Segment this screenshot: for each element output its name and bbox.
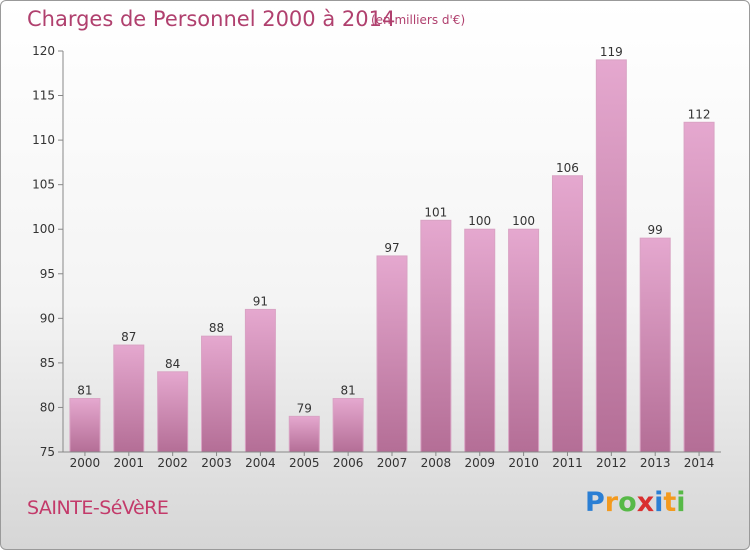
data-label-2001: 87	[121, 330, 136, 344]
x-tick-label-2009: 2009	[464, 456, 495, 470]
logo-letter: i	[676, 487, 686, 518]
x-tick-label-2006: 2006	[333, 456, 364, 470]
data-label-2007: 97	[384, 241, 399, 255]
city-name: SAINTE-SéVèRE	[27, 497, 169, 519]
x-tick-label-2005: 2005	[289, 456, 320, 470]
bar-2007	[376, 255, 408, 453]
y-tick-label: 80	[40, 400, 55, 414]
bars-group	[69, 59, 715, 453]
data-label-2011: 106	[556, 161, 579, 175]
y-tick-label: 115	[32, 89, 55, 103]
y-tick-label: 105	[32, 178, 55, 192]
y-tick-label: 95	[40, 267, 55, 281]
x-tick-label-2004: 2004	[245, 456, 276, 470]
data-label-2013: 99	[648, 223, 663, 237]
bar-2002	[157, 371, 189, 453]
y-ticks-group: 75 80 85 90 95 100 105 110 115 120	[32, 44, 63, 459]
logo-letter: t	[663, 487, 677, 518]
chart-title: Charges de Personnel 2000 à 2014	[27, 7, 396, 31]
logo-letter: P	[585, 487, 605, 518]
x-tick-label-2014: 2014	[684, 456, 715, 470]
data-label-2000: 81	[77, 384, 92, 398]
data-label-2012: 119	[600, 45, 623, 59]
data-labels-group: 81 87 84 88 91 79 81 97 101 100 100 106 119 99 112	[77, 45, 710, 415]
x-ticks-group: 2000 2001 2002 2003 2004 2005 2006 2007 2008 2009…	[70, 452, 715, 470]
bar-2006	[332, 398, 364, 453]
chart-subtitle: (en milliers d'€)	[371, 13, 466, 27]
logo-letter: i	[654, 487, 664, 518]
data-label-2014: 112	[688, 107, 711, 121]
data-label-2003: 88	[209, 321, 224, 335]
x-tick-label-2007: 2007	[377, 456, 408, 470]
bar-2008	[420, 219, 452, 453]
y-tick-label: 75	[40, 445, 55, 459]
x-tick-label-2002: 2002	[157, 456, 188, 470]
x-tick-label-2013: 2013	[640, 456, 671, 470]
bar-2010	[508, 228, 540, 453]
bar-2012	[595, 59, 627, 453]
bar-2000	[69, 398, 101, 453]
data-label-2006: 81	[340, 384, 355, 398]
data-label-2004: 91	[253, 294, 268, 308]
data-label-2005: 79	[297, 401, 312, 415]
y-tick-label: 110	[32, 133, 55, 147]
x-tick-label-2001: 2001	[114, 456, 145, 470]
bar-2005	[288, 415, 320, 453]
bar-2013	[639, 237, 671, 453]
bar-2001	[113, 344, 145, 453]
x-tick-label-2010: 2010	[508, 456, 539, 470]
y-tick-label: 100	[32, 222, 55, 236]
y-tick-label: 90	[40, 311, 55, 325]
data-label-2010: 100	[512, 214, 535, 228]
y-tick-label: 120	[32, 44, 55, 58]
data-label-2009: 100	[468, 214, 491, 228]
x-tick-label-2000: 2000	[70, 456, 101, 470]
x-tick-label-2003: 2003	[201, 456, 232, 470]
x-tick-label-2008: 2008	[421, 456, 452, 470]
proxiti-logo[interactable]: Proxiti	[585, 487, 686, 518]
x-tick-label-2011: 2011	[552, 456, 583, 470]
logo-letter: o	[618, 487, 637, 518]
logo-letter: x	[636, 487, 655, 518]
bar-2003	[201, 335, 233, 453]
bar-2011	[551, 175, 583, 453]
data-label-2002: 84	[165, 357, 180, 371]
bar-2009	[464, 228, 496, 453]
x-tick-label-2012: 2012	[596, 456, 627, 470]
bar-2014	[683, 121, 715, 453]
data-label-2008: 101	[424, 205, 447, 219]
bar-2004	[244, 308, 276, 453]
y-tick-label: 85	[40, 356, 55, 370]
logo-letter: r	[604, 487, 619, 518]
